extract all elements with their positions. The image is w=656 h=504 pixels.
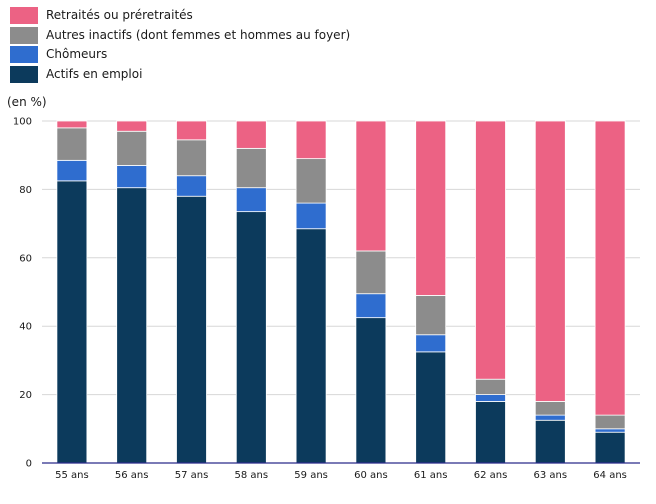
bar-segment-57-ans-series-0 bbox=[176, 195, 207, 464]
legend-item-retraites: Retraités ou préretraités bbox=[10, 6, 350, 26]
y-tick-label-60: 60 bbox=[19, 253, 32, 264]
bar-segment-60-ans-series-2 bbox=[355, 250, 387, 295]
bar-segment-64-ans-series-0 bbox=[594, 431, 626, 464]
bar-segment-63-ans-series-3 bbox=[534, 120, 566, 402]
bar-segment-61-ans-series-3 bbox=[415, 120, 447, 296]
legend-swatch-retraites bbox=[10, 7, 38, 25]
y-tick-label-40: 40 bbox=[19, 322, 32, 333]
x-tick-label-63-ans: 63 ans bbox=[534, 470, 568, 481]
y-tick-label-20: 20 bbox=[19, 390, 32, 401]
bar-segment-62-ans-series-2 bbox=[475, 378, 506, 395]
x-tick-label-64-ans: 64 ans bbox=[593, 470, 627, 481]
x-tick-label-62-ans: 62 ans bbox=[474, 470, 508, 481]
bar-segment-57-ans-series-1 bbox=[176, 175, 207, 197]
bar-segment-61-ans-series-0 bbox=[415, 351, 447, 464]
bar-segment-60-ans-series-1 bbox=[355, 293, 387, 319]
bar-segment-58-ans-series-0 bbox=[235, 211, 267, 464]
y-tick-label-100: 100 bbox=[13, 117, 32, 128]
x-tick-label-59-ans: 59 ans bbox=[294, 470, 328, 481]
legend-label-retraites: Retraités ou préretraités bbox=[46, 8, 193, 23]
bar-segment-62-ans-series-1 bbox=[475, 394, 506, 402]
bar-segment-60-ans-series-3 bbox=[355, 120, 387, 252]
legend-swatch-chomeurs bbox=[10, 46, 38, 64]
x-tick-label-55-ans: 55 ans bbox=[55, 470, 89, 481]
bar-segment-55-ans-series-3 bbox=[56, 120, 88, 129]
bar-segment-63-ans-series-2 bbox=[534, 401, 566, 416]
bar-segment-61-ans-series-1 bbox=[415, 334, 447, 353]
bar-segment-55-ans-series-2 bbox=[56, 127, 88, 161]
legend-label-actifs: Actifs en emploi bbox=[46, 66, 143, 81]
bar-segment-56-ans-series-2 bbox=[116, 130, 148, 166]
legend-label-chomeurs: Chômeurs bbox=[46, 47, 108, 62]
bar-segment-59-ans-series-2 bbox=[295, 158, 327, 204]
bar-segment-62-ans-series-0 bbox=[475, 401, 506, 464]
bar-segment-59-ans-series-3 bbox=[295, 120, 327, 160]
bar-segment-58-ans-series-2 bbox=[235, 147, 267, 189]
bar-segment-64-ans-series-3 bbox=[594, 120, 626, 416]
bar-segment-59-ans-series-1 bbox=[295, 202, 327, 230]
bar-segment-64-ans-series-2 bbox=[594, 414, 626, 430]
bar-segment-63-ans-series-1 bbox=[534, 414, 566, 421]
legend-swatch-actifs bbox=[10, 65, 38, 83]
y-tick-label-80: 80 bbox=[19, 185, 32, 196]
bar-segment-61-ans-series-2 bbox=[415, 295, 447, 336]
bar-segment-58-ans-series-3 bbox=[235, 120, 267, 149]
bar-segment-63-ans-series-0 bbox=[534, 419, 566, 464]
legend-item-autres-inactifs: Autres inactifs (dont femmes et hommes a… bbox=[10, 26, 350, 46]
chart-legend: Retraités ou préretraités Autres inactif… bbox=[10, 6, 350, 84]
x-tick-label-60-ans: 60 ans bbox=[354, 470, 388, 481]
y-tick-label-0: 0 bbox=[26, 459, 32, 470]
legend-label-autres-inactifs: Autres inactifs (dont femmes et hommes a… bbox=[46, 27, 351, 42]
bar-segment-60-ans-series-0 bbox=[355, 317, 387, 464]
x-tick-label-57-ans: 57 ans bbox=[175, 470, 209, 481]
x-tick-label-58-ans: 58 ans bbox=[235, 470, 269, 481]
bar-segment-57-ans-series-2 bbox=[176, 139, 207, 177]
bar-segment-64-ans-series-1 bbox=[594, 428, 626, 433]
bar-segment-58-ans-series-1 bbox=[235, 187, 267, 213]
bar-segment-55-ans-series-1 bbox=[56, 159, 88, 182]
axes: 0 20 40 60 80 100 55 ans 56 ans 57 ans 58 ans 59 a… bbox=[13, 117, 640, 481]
bar-segment-62-ans-series-3 bbox=[475, 120, 506, 380]
legend-item-chomeurs: Chômeurs bbox=[10, 45, 350, 65]
legend-item-actifs: Actifs en emploi bbox=[10, 65, 350, 85]
x-tick-label-61-ans: 61 ans bbox=[414, 470, 448, 481]
bar-segment-56-ans-series-0 bbox=[116, 187, 148, 464]
legend-swatch-autres-inactifs bbox=[10, 26, 38, 44]
bar-segment-56-ans-series-1 bbox=[116, 165, 148, 189]
y-axis-unit-label: (en %) bbox=[7, 95, 47, 109]
bar-segment-57-ans-series-3 bbox=[176, 120, 207, 141]
x-tick-label-56-ans: 56 ans bbox=[115, 470, 149, 481]
bar-segment-59-ans-series-0 bbox=[295, 228, 327, 464]
bar-segment-56-ans-series-3 bbox=[116, 120, 148, 132]
bar-segment-55-ans-series-0 bbox=[56, 180, 88, 464]
bars bbox=[56, 120, 626, 464]
